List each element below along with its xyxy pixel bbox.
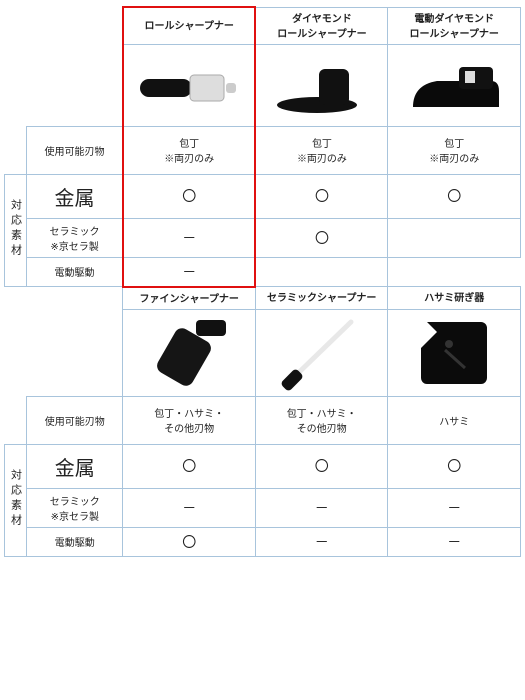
cell: 包丁・ハサミ・その他刃物	[123, 396, 256, 444]
product-image	[123, 309, 256, 396]
side-label-text: 対応素材	[8, 199, 24, 259]
product-name: ハサミ研ぎ器	[388, 287, 521, 310]
row-label-metal: 金属	[27, 174, 123, 218]
cell: ハサミ	[388, 396, 521, 444]
cell: －	[123, 218, 256, 257]
blank	[5, 44, 123, 126]
row-label-motor: 電動駆動	[27, 527, 123, 556]
blank	[5, 126, 27, 174]
cell: －	[255, 488, 388, 527]
blank	[5, 309, 123, 396]
cell: 包丁・ハサミ・その他刃物	[255, 396, 388, 444]
cell: －	[255, 527, 388, 556]
cell	[388, 257, 521, 287]
cell: 包丁※両刃のみ	[123, 126, 256, 174]
blank	[5, 396, 27, 444]
product-name: セラミックシャープナー	[255, 287, 388, 310]
row-label-motor: 電動駆動	[27, 257, 123, 287]
product-name: ロールシャープナー	[123, 7, 256, 44]
comparison-table-wrapper: ロールシャープナー ダイヤモンドロールシャープナー 電動ダイヤモンドロールシャー…	[0, 0, 525, 563]
row-label-ceramic: セラミック※京セラ製	[27, 488, 123, 527]
cell: 〇	[255, 444, 388, 488]
side-label: 対応素材	[5, 174, 27, 287]
product-image	[388, 309, 521, 396]
side-label: 対応素材	[5, 444, 27, 556]
cell: 〇	[123, 444, 256, 488]
product-image	[388, 44, 521, 126]
product-image	[255, 309, 388, 396]
blank	[5, 287, 123, 310]
row-label-metal: 金属	[27, 444, 123, 488]
cell	[255, 257, 388, 287]
cell	[388, 218, 521, 257]
product-name: ファインシャープナー	[123, 287, 256, 310]
row-label-usable: 使用可能刃物	[27, 396, 123, 444]
cell: 包丁※両刃のみ	[388, 126, 521, 174]
row-label-usable: 使用可能刃物	[27, 126, 123, 174]
cell: 〇	[388, 174, 521, 218]
product-image	[255, 44, 388, 126]
product-name: ダイヤモンドロールシャープナー	[255, 7, 388, 44]
cell: －	[123, 488, 256, 527]
blank	[5, 7, 123, 44]
cell: －	[388, 488, 521, 527]
product-image	[123, 44, 256, 126]
cell: 〇	[388, 444, 521, 488]
cell: －	[388, 527, 521, 556]
cell: 〇	[255, 218, 388, 257]
cell: 包丁※両刃のみ	[255, 126, 388, 174]
product-name: 電動ダイヤモンドロールシャープナー	[388, 7, 521, 44]
comparison-table: ロールシャープナー ダイヤモンドロールシャープナー 電動ダイヤモンドロールシャー…	[4, 6, 521, 557]
cell: 〇	[255, 174, 388, 218]
cell: －	[123, 257, 256, 287]
cell: 〇	[123, 174, 256, 218]
row-label-ceramic: セラミック※京セラ製	[27, 218, 123, 257]
cell: 〇	[123, 527, 256, 556]
side-label-text: 対応素材	[8, 469, 24, 529]
